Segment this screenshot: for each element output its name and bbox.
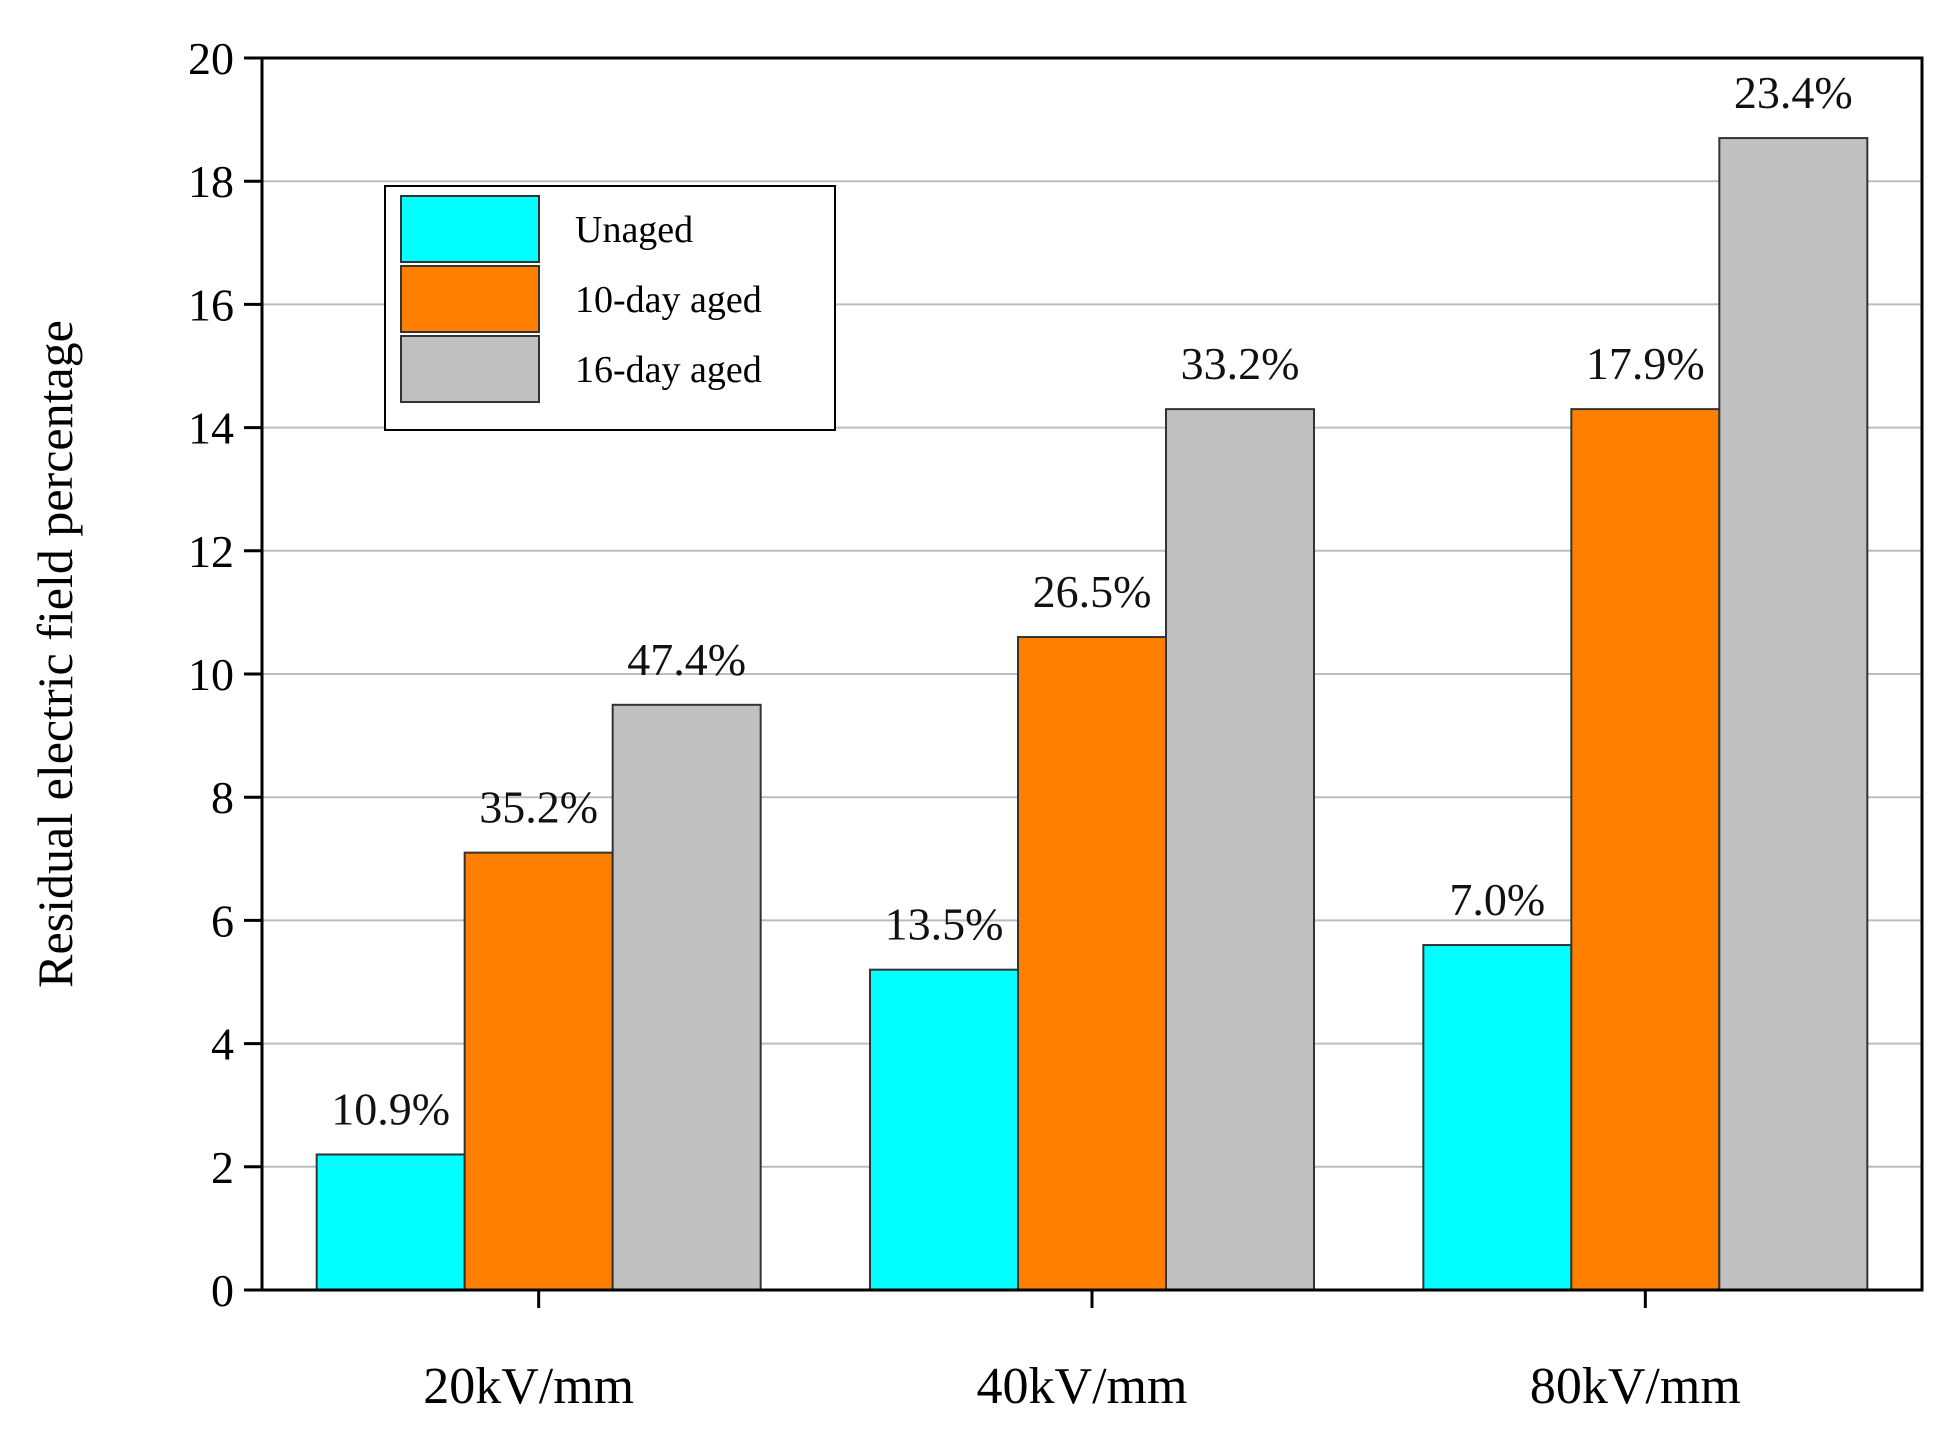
data-labels: 10.9% 35.2% 47.4% 13.5% 26.5% 33.2% 7.0% 17.9% 2… <box>331 67 1852 1134</box>
bar <box>1165 408 1315 1291</box>
legend-swatch <box>400 335 540 403</box>
y-tick-label: 0 <box>211 1265 234 1316</box>
y-tick-label: 12 <box>188 526 234 577</box>
y-axis: 0 2 4 6 8 10 12 14 16 18 20 <box>188 33 262 1316</box>
bars <box>315 137 1869 1292</box>
bar <box>1570 408 1721 1291</box>
bar <box>1718 137 1869 1292</box>
y-tick-label: 8 <box>211 772 234 823</box>
bar <box>463 851 614 1291</box>
bar <box>315 1153 466 1291</box>
legend-label: 16-day aged <box>575 349 762 391</box>
legend-swatch <box>400 195 540 263</box>
y-axis-label: Residual electric field percentage <box>27 320 83 988</box>
y-tick-label: 18 <box>188 156 234 207</box>
data-label: 13.5% <box>885 899 1004 950</box>
x-tick-label: 80kV/mm <box>1530 1358 1741 1415</box>
data-label: 10.9% <box>331 1083 450 1134</box>
x-tick-label: 40kV/mm <box>977 1358 1188 1415</box>
data-label: 17.9% <box>1586 338 1705 389</box>
bar <box>869 968 1019 1291</box>
bar <box>611 703 762 1291</box>
legend-label: 10-day aged <box>575 279 762 321</box>
data-label: 35.2% <box>479 782 598 833</box>
y-tick-label: 6 <box>211 895 234 946</box>
y-tick-label: 10 <box>188 649 234 700</box>
y-tick-label: 16 <box>188 279 234 330</box>
y-tick-label: 20 <box>188 33 234 84</box>
x-axis: 20kV/mm 40kV/mm 80kV/mm <box>423 1290 1741 1415</box>
data-label: 33.2% <box>1181 338 1300 389</box>
data-label: 47.4% <box>627 634 746 685</box>
legend-swatch <box>400 265 540 333</box>
y-tick-label: 2 <box>211 1142 234 1193</box>
bar <box>1422 944 1573 1291</box>
legend-label: Unaged <box>575 209 693 251</box>
data-label: 26.5% <box>1033 566 1152 617</box>
x-tick-label: 20kV/mm <box>423 1358 634 1415</box>
y-tick-label: 4 <box>211 1019 234 1070</box>
data-label: 23.4% <box>1734 67 1853 118</box>
bar <box>1017 636 1167 1291</box>
data-label: 7.0% <box>1449 874 1545 925</box>
y-tick-label: 14 <box>188 403 234 454</box>
legend: Unaged 10-day aged 16-day aged <box>384 185 836 431</box>
